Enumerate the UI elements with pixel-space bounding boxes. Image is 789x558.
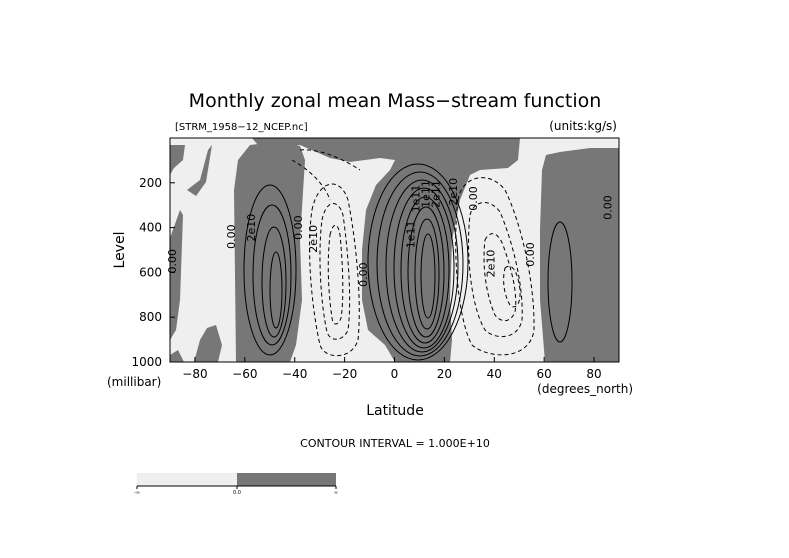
contour-label: 0.00 <box>602 195 615 220</box>
contour-label: 0.00 <box>225 224 238 249</box>
contour-lines <box>243 149 573 361</box>
contour-line <box>269 251 283 329</box>
contour-line <box>309 183 360 357</box>
filled-region-positive <box>170 210 183 340</box>
y-tick-label: 200 <box>139 176 162 190</box>
contour-label: 0.00 <box>357 262 370 287</box>
contour-line <box>319 203 351 340</box>
x-axis: −80 −60 −40 −20 0 20 40 60 80 <box>182 357 602 381</box>
contour-line <box>261 226 287 338</box>
contour-label: 1e11 <box>409 185 422 213</box>
colorbar-label-mid: 0.0 <box>233 490 241 496</box>
x-tick-label: 20 <box>437 367 452 381</box>
contour-label: 2e10 <box>245 214 258 242</box>
x-tick-label: 40 <box>487 367 502 381</box>
x-tick-label: −40 <box>282 367 307 381</box>
x-tick-label: 60 <box>537 367 552 381</box>
colorbar-label-min: -∞ <box>134 490 140 496</box>
y-tick-label: 1000 <box>131 355 162 369</box>
y-tick-label: 800 <box>139 310 162 324</box>
colorbar: -∞ 0.0 ∞ <box>134 473 338 496</box>
filled-region-positive <box>234 142 305 362</box>
contour-label: 2e10 <box>307 225 320 253</box>
x-tick-label: 0 <box>391 367 399 381</box>
contour-label: 0.00 <box>467 186 480 211</box>
colorbar-negative-swatch <box>137 473 237 486</box>
contour-line <box>376 171 464 357</box>
filled-region-positive <box>187 145 212 196</box>
contour-label: 2e10 <box>484 250 497 278</box>
y-axis-label: Level <box>112 232 128 269</box>
colorbar-label-max: ∞ <box>334 490 338 496</box>
contour-label: 1e11 <box>419 180 432 208</box>
x-axis-label: Latitude <box>366 403 424 419</box>
contour-line <box>385 179 459 353</box>
chart-subtitle-left: [STRM_1958−12_NCEP.nc] <box>175 122 308 133</box>
contour-label: 2e11 <box>429 180 442 208</box>
contour-line <box>468 202 523 338</box>
contour-labels: 0.000.00 2e10 0.00 2e100.001e111e111e112e11… <box>166 178 615 287</box>
x-tick-label: −20 <box>332 367 357 381</box>
y-tick-label: 600 <box>139 265 162 279</box>
x-axis-unit: (degrees_north) <box>537 382 633 396</box>
filled-region-positive <box>170 145 185 175</box>
contour-line <box>414 218 440 330</box>
contour-line <box>483 233 517 322</box>
contour-line <box>367 163 469 361</box>
contour-line <box>252 204 292 346</box>
contour-line <box>455 177 535 356</box>
contour-line <box>400 196 450 344</box>
y-axis-unit: (millibar) <box>107 375 161 389</box>
colorbar-positive-swatch <box>237 473 336 486</box>
contour-line <box>393 187 455 349</box>
contour-line <box>291 159 331 201</box>
contour-line <box>420 233 436 319</box>
chart-subtitle-right: (units:kg/s) <box>549 119 617 133</box>
contour-label: 2e10 <box>447 178 460 206</box>
contour-line <box>407 206 445 338</box>
y-tick-label: 400 <box>139 221 162 235</box>
filled-region-positive <box>252 138 520 362</box>
x-tick-label: −80 <box>182 367 207 381</box>
filled-region-positive <box>194 325 222 362</box>
y-axis: 200 400 600 800 1000 <box>131 176 175 369</box>
chart-title: Monthly zonal mean Mass−stream function <box>189 90 602 112</box>
contour-label: 0.00 <box>524 242 537 266</box>
contour-line <box>299 149 361 171</box>
x-tick-label: 80 <box>586 367 601 381</box>
contour-line <box>327 224 344 325</box>
x-tick-label: −60 <box>232 367 257 381</box>
contour-line <box>547 221 573 343</box>
contour-label: 1e11 <box>404 220 417 248</box>
contour-label: 0.00 <box>166 249 179 274</box>
contour-interval-text: CONTOUR INTERVAL = 1.000E+10 <box>300 437 490 450</box>
filled-region-positive <box>170 350 184 362</box>
filled-region-positive <box>540 148 619 362</box>
contour-label: 0.00 <box>292 215 305 240</box>
contour-line <box>243 184 297 356</box>
